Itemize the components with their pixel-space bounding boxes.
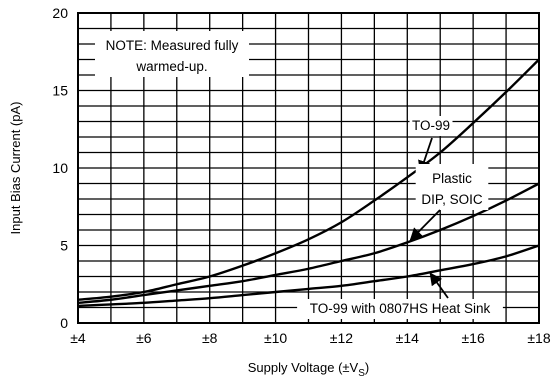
- arrow-plastic-dip: [409, 209, 441, 241]
- series-label-plastic-dip: DIP, SOIC: [421, 192, 483, 207]
- note-text-background: [95, 31, 249, 77]
- series-line-1: [77, 182, 540, 305]
- series-label-plastic-dip-background: [415, 164, 489, 210]
- x-axis-label-main: Supply Voltage (±V: [248, 360, 359, 375]
- y-axis-label: Input Bias Current (pA): [8, 102, 23, 235]
- note-text: warmed-up.: [135, 59, 207, 74]
- x-tick-label: ±10: [264, 330, 287, 346]
- x-tick-label: ±18: [527, 330, 550, 346]
- series-curves: [77, 58, 540, 308]
- y-tick-label: 15: [52, 83, 68, 99]
- y-tick-label: 10: [52, 160, 68, 176]
- series-label-heatsink: TO-99 with 0807HS Heat Sink: [310, 301, 491, 316]
- x-tick-label: ±8: [202, 330, 218, 346]
- series-label-heatsink-background: [297, 299, 503, 319]
- x-axis-label-close: ): [365, 360, 369, 375]
- series-line-0: [77, 58, 540, 301]
- series-label-to99-background: [409, 116, 453, 136]
- x-tick-label: ±12: [330, 330, 353, 346]
- y-tick-label: 5: [60, 238, 68, 254]
- x-tick-label: ±6: [136, 330, 152, 346]
- note-text: NOTE: Measured fully: [106, 38, 239, 53]
- annotations: NOTE: Measured fully warmed-up. TO-99 Plast…: [95, 31, 503, 319]
- arrow-heatsink: [429, 272, 449, 299]
- plot-frame: [77, 12, 540, 324]
- x-axis-label-subscript: S: [358, 368, 365, 379]
- series-line-2: [77, 244, 540, 308]
- x-tick-label: ±14: [396, 330, 419, 346]
- y-tick-label: 0: [60, 315, 68, 331]
- x-tick-label: ±16: [462, 330, 485, 346]
- tick-labels: ±4 ±6 ±8 ±10 ±12 ±14 ±16 ±18 0 5 10 15 20: [52, 5, 550, 346]
- x-tick-label: ±4: [70, 330, 86, 346]
- series-label-plastic-dip: Plastic: [432, 171, 472, 186]
- series-label-to99: TO-99: [412, 118, 450, 133]
- x-axis-label: Supply Voltage (±VS): [248, 360, 370, 379]
- y-tick-label: 20: [52, 5, 68, 21]
